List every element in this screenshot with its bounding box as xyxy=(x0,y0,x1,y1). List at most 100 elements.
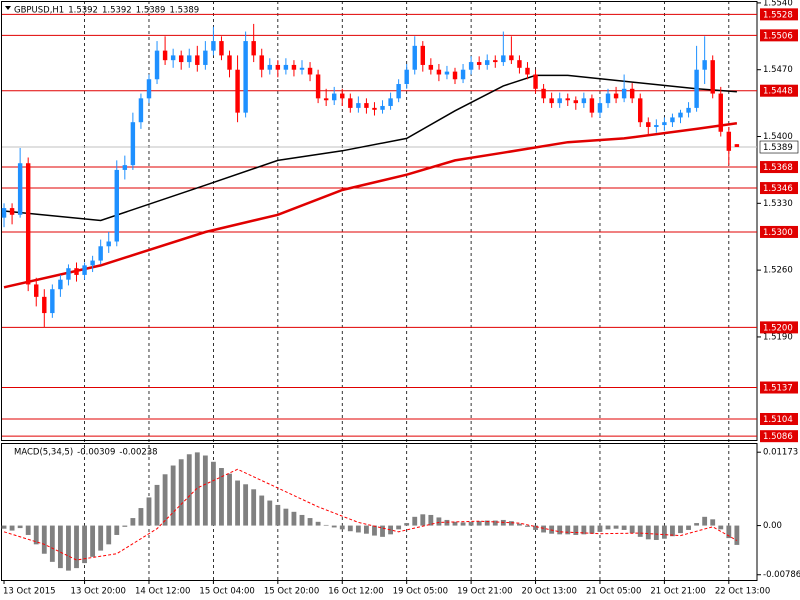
histogram-bar xyxy=(420,514,426,526)
histogram-bar xyxy=(533,525,538,530)
candle-body xyxy=(187,55,192,63)
histogram-bar xyxy=(678,525,683,534)
histogram-bar xyxy=(661,525,667,539)
header-value: 1.5389 xyxy=(136,6,166,16)
moving-average xyxy=(3,121,738,289)
level-label: 1.5137 xyxy=(763,384,793,394)
x-tick-label: 15 Oct 20:00 xyxy=(264,587,319,597)
histogram-bar xyxy=(154,484,160,526)
candle-body xyxy=(428,64,434,70)
candle-body xyxy=(621,88,627,99)
y-tick-label: -0.00786 xyxy=(763,570,800,580)
candle-body xyxy=(638,98,643,123)
chart-title: GBPUSD,H1 xyxy=(14,6,64,16)
candle-body xyxy=(468,62,474,70)
histogram-bar xyxy=(541,525,547,533)
candle-body xyxy=(710,60,715,94)
candle-body xyxy=(356,103,361,108)
histogram-bar xyxy=(637,525,643,537)
candle-body xyxy=(283,64,289,70)
histogram-bar xyxy=(364,525,369,534)
candle-body xyxy=(267,64,272,70)
candle-body xyxy=(34,284,39,297)
histogram-bar xyxy=(235,480,240,526)
candle-body xyxy=(388,98,393,106)
candle-body xyxy=(275,64,281,70)
histogram-bar xyxy=(122,525,128,527)
level-label-box xyxy=(760,321,798,334)
histogram-bar xyxy=(581,525,587,535)
histogram-bar xyxy=(17,525,23,529)
candle-body xyxy=(146,79,152,99)
histogram-bar xyxy=(726,525,732,539)
candle-body xyxy=(686,107,691,113)
x-tick-label: 21 Oct 05:00 xyxy=(586,587,641,597)
header-value: 1.5389 xyxy=(169,6,199,16)
histogram-bar xyxy=(130,518,136,526)
x-tick-label: 19 Oct 21:00 xyxy=(457,587,512,597)
panel-frame xyxy=(1,443,758,581)
x-tick-label: 22 Oct 13:00 xyxy=(715,587,770,597)
histogram-bar xyxy=(396,525,402,530)
candle-body xyxy=(726,131,732,151)
histogram-bar xyxy=(106,525,112,545)
header-value: 1.5392 xyxy=(102,6,132,16)
histogram-bar xyxy=(82,525,87,564)
level-label: 1.5104 xyxy=(763,415,793,425)
candle-body xyxy=(170,55,176,61)
level-label: 1.5200 xyxy=(763,323,793,333)
candle-body xyxy=(460,69,466,80)
candle-body xyxy=(718,93,723,132)
histogram-bar xyxy=(476,521,482,526)
histogram-bar xyxy=(1,525,7,529)
candle-body xyxy=(629,88,635,99)
candle-body xyxy=(364,103,369,108)
histogram-bar xyxy=(484,520,490,526)
candle-body xyxy=(533,74,538,89)
histogram-bar xyxy=(9,525,15,531)
level-label: 1.5086 xyxy=(763,432,793,442)
x-tick-label: 13 Oct 2015 xyxy=(3,587,56,597)
y-tick-label: 1.5330 xyxy=(763,199,793,209)
header-value: 1.5392 xyxy=(68,6,98,16)
histogram-bar xyxy=(694,523,700,526)
x-tick-label: 19 Oct 05:00 xyxy=(393,587,448,597)
histogram-bar xyxy=(645,525,651,540)
histogram-bar xyxy=(629,525,635,534)
x-tick-label: 14 Oct 12:00 xyxy=(135,587,190,597)
histogram-bar xyxy=(589,525,595,534)
histogram-bar xyxy=(597,525,603,532)
level-label: 1.5300 xyxy=(763,228,793,238)
candle-body xyxy=(315,74,321,99)
level-label: 1.5448 xyxy=(763,87,793,97)
candle-body xyxy=(734,144,740,148)
candle-body xyxy=(82,265,87,275)
candle-body xyxy=(444,71,450,75)
x-tick-label: 16 Oct 12:00 xyxy=(328,587,383,597)
candle-body xyxy=(162,50,168,61)
candle-body xyxy=(227,55,232,70)
histogram-bar xyxy=(41,525,47,554)
candle-body xyxy=(130,122,136,166)
candle-body xyxy=(340,93,345,99)
histogram-bar xyxy=(202,455,208,526)
histogram-bar xyxy=(315,521,321,526)
candle-body xyxy=(178,55,184,63)
histogram-bar xyxy=(275,504,281,526)
histogram-bar xyxy=(138,508,144,526)
histogram-bar xyxy=(517,523,522,526)
level-label-box xyxy=(760,413,798,426)
histogram-bar xyxy=(670,525,675,537)
candle-body xyxy=(509,55,514,61)
candle-body xyxy=(420,45,426,65)
candle-body xyxy=(74,268,79,275)
candle-body xyxy=(114,169,119,242)
histogram-bar xyxy=(243,484,249,526)
histogram-bar xyxy=(323,524,329,526)
histogram-bar xyxy=(508,521,514,526)
histogram-bar xyxy=(613,525,619,529)
candle-body xyxy=(589,98,595,113)
histogram-bar xyxy=(194,452,200,526)
candle-body xyxy=(25,163,31,285)
